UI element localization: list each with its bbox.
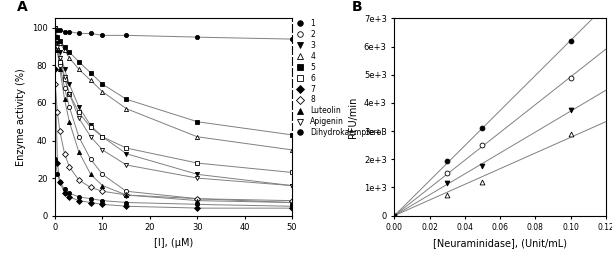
Text: B: B: [352, 0, 363, 13]
X-axis label: [Neuraminidase], (Unit/mL): [Neuraminidase], (Unit/mL): [433, 238, 567, 248]
Legend: 1, 2, 3, 4, 5, 6, 7, 8, Luteolin, Apigenin, Dihydrokaempferol: 1, 2, 3, 4, 5, 6, 7, 8, Luteolin, Apigen…: [292, 18, 384, 138]
Y-axis label: RFU/min: RFU/min: [348, 96, 358, 138]
Text: A: A: [17, 0, 28, 13]
Y-axis label: Enzyme activity (%): Enzyme activity (%): [16, 68, 26, 166]
X-axis label: [I], (μM): [I], (μM): [154, 238, 193, 248]
